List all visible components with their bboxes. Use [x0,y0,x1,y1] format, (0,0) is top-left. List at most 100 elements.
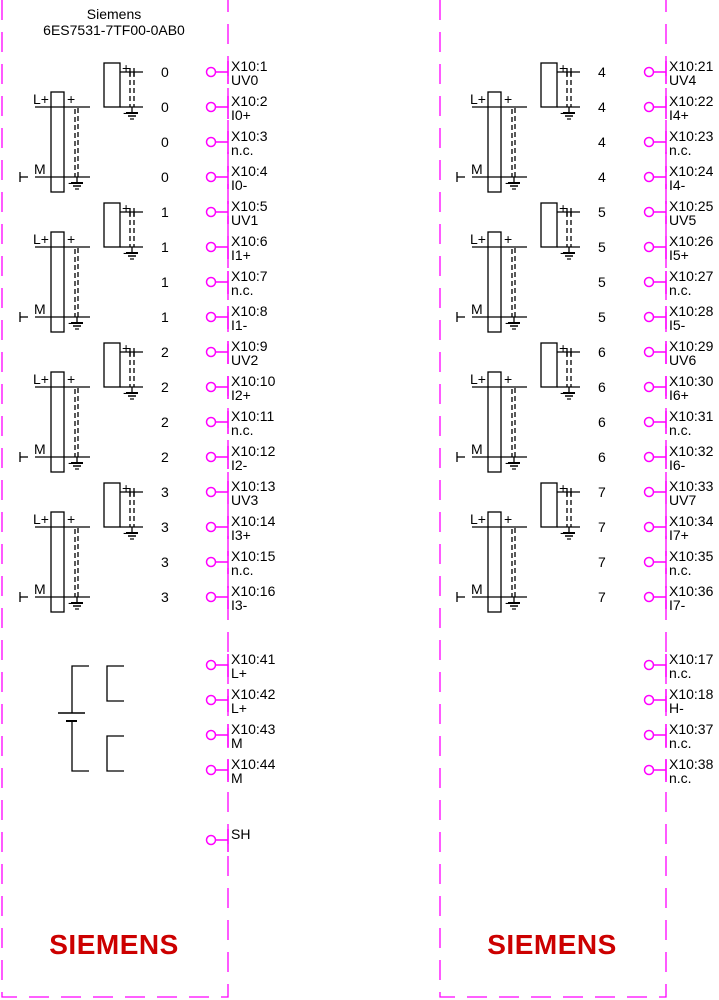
lplus-label: L+ [33,231,49,247]
minus-label: - [68,174,73,190]
terminal-id: X10:29 [669,338,714,354]
terminal: X10:11n.c. [205,408,275,438]
channel-number: 6 [598,414,606,430]
frame-border [1,0,229,998]
plus-label: + [67,371,75,387]
terminal-signal: UV4 [669,72,696,88]
terminal-circle-icon [205,729,217,741]
terminal-id: X10:28 [669,303,714,319]
channel-number: 3 [161,554,169,570]
terminal: X10:7n.c. [205,268,268,298]
terminal-circle-icon [643,101,655,113]
minus-label: - [123,244,128,260]
terminal-id: X10:16 [231,583,276,599]
sensor-supply-box [540,342,558,388]
terminal-id: X10:38 [669,756,714,772]
terminal-circle-icon [643,346,655,358]
terminal: SH [205,826,250,852]
minus-label: - [560,244,565,260]
channel-number: 1 [161,309,169,325]
terminal-circle-icon [643,206,655,218]
m-label: M [471,161,483,177]
minus-label: - [68,314,73,330]
channel-4: + - L+ + M - 4 4 4 4 [456,60,606,193]
terminal-id: X10:9 [231,338,268,354]
terminal-signal: UV1 [231,212,258,228]
terminal-signal: I5- [669,317,686,333]
terminal-signal: I1- [231,317,248,333]
terminal: X10:41L+ [205,651,276,681]
m-label: M [471,301,483,317]
lplus-label: L+ [33,91,49,107]
terminal-circle-icon [643,416,655,428]
channel-number: 3 [161,589,169,605]
terminal-id: X10:30 [669,373,714,389]
terminal-signal: n.c. [669,422,692,438]
terminal-id: X10:33 [669,478,714,494]
terminal: X10:38n.c. [643,756,714,786]
terminal-signal: I7- [669,597,686,613]
plus-label: + [122,480,130,496]
channel-number: 1 [161,239,169,255]
terminal-signal: UV0 [231,72,258,88]
channel-number: 7 [598,554,606,570]
terminal-circle-icon [205,206,217,218]
bridge-bracket [106,665,124,702]
terminal-signal: n.c. [669,665,692,681]
terminal-id: X10:43 [231,721,276,737]
terminal-signal: UV3 [231,492,258,508]
terminal-id: X10:10 [231,373,276,389]
terminal-signal: I7+ [669,527,689,543]
terminal-signal: I5+ [669,247,689,263]
supply-bracket [71,665,89,713]
minus-label: - [123,104,128,120]
terminal-signal: UV2 [231,352,258,368]
channel-number: 6 [598,449,606,465]
sensor-supply-box [540,202,558,248]
terminal-signal: n.c. [669,142,692,158]
minus-label: - [505,594,510,610]
terminal-signal: L+ [231,700,247,716]
channel-0: + - L+ + M - 0 0 0 0 [19,60,169,193]
sensor-supply-box [103,62,121,108]
m-label: M [471,441,483,457]
plus-label: + [559,340,567,356]
plus-label: + [67,511,75,527]
terminal-id: X10:6 [231,233,268,249]
minus-label: - [68,454,73,470]
terminal: X10:15n.c. [205,548,276,578]
channel-number: 3 [161,519,169,535]
plus-label: + [504,371,512,387]
terminal-id: X10:8 [231,303,268,319]
terminal-id: X10:14 [231,513,276,529]
minus-label: - [560,104,565,120]
minus-label: - [123,384,128,400]
plus-label: + [122,200,130,216]
terminal: X10:17n.c. [643,651,714,681]
terminal-circle-icon [643,729,655,741]
terminal-circle-icon [643,311,655,323]
terminal-circle-icon [205,694,217,706]
plus-label: + [504,511,512,527]
terminal-circle-icon [643,381,655,393]
transducer-box [50,511,65,613]
channel-number: 6 [598,344,606,360]
channel-number: 5 [598,239,606,255]
channel-number: 7 [598,589,606,605]
terminal-circle-icon [643,521,655,533]
terminal-circle-icon [205,311,217,323]
terminal-signal: UV6 [669,352,696,368]
minus-label: - [68,594,73,610]
terminal: X10:27n.c. [643,268,714,298]
channel-number: 2 [161,344,169,360]
channel-number: 7 [598,519,606,535]
terminal-id: X10:17 [669,651,714,667]
terminal-circle-icon [643,591,655,603]
channel-number: 2 [161,449,169,465]
terminal-circle-icon [205,66,217,78]
